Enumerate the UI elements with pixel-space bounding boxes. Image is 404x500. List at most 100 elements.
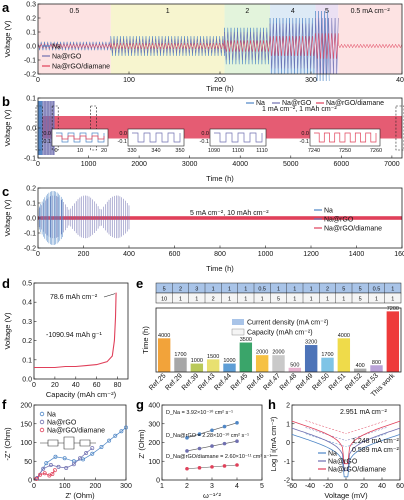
fit-line: [36, 447, 93, 479]
capacity-cell: 2: [212, 297, 215, 303]
bar-value-label: 2000: [272, 350, 284, 356]
data-point: [90, 446, 95, 451]
data-point: [210, 428, 214, 433]
data-point: [56, 464, 61, 469]
x-tick-label: -20: [323, 483, 333, 490]
panel-b-voltage-traces: [35, 101, 404, 155]
capacity-cell: 1: [195, 297, 198, 303]
x-tick-label: 400: [396, 77, 404, 84]
diamane-band: [38, 216, 402, 220]
category-label: Ref.29: [164, 372, 184, 392]
category-label: Ref.51: [328, 372, 348, 392]
panel-g-diffusion-na: D_Na = 3.92×10⁻¹⁰ cm² s⁻¹: [166, 409, 233, 416]
panel-f-nyquist-points: [34, 425, 128, 481]
y-tick-label: 0.2: [26, 186, 36, 193]
x-tick-label: 200: [89, 483, 101, 490]
data-point: [52, 468, 57, 473]
y-tick-label: 0.2: [22, 338, 32, 345]
panel-c-axes: 0 200 400 600 800 1000 1200 1400 1600 -0.2 -0.1 0.0…: [24, 186, 404, 259]
panel-d: 0 20 40 60 80 0.0 0.1 0.2 0.3 0.4 0.5 78.6 mAh cm⁻…: [3, 281, 129, 399]
x-tick-label: 400: [123, 251, 135, 258]
panel-c-ylabel: Voltage (V): [3, 199, 12, 237]
panel-a-xlabel: Time (h): [206, 84, 234, 93]
legend-diamane-label: Na@rGO/diamane: [47, 428, 105, 435]
panel-a-letter: a: [2, 0, 10, 15]
data-point: [41, 466, 46, 471]
y-tick-label: 0.3: [22, 319, 32, 326]
data-point: [185, 449, 189, 453]
current-density-cell: 2: [179, 287, 182, 293]
legend-rgo-label: Na@rGO: [324, 217, 354, 224]
fit-line: [36, 470, 56, 480]
category-label: Ref.52: [344, 372, 364, 392]
legend-na-label: Na: [52, 44, 61, 51]
panel-d-specific-capacity: -1090.94 mAh g⁻¹: [46, 332, 103, 339]
y-tick-label: 0.0: [26, 126, 36, 133]
bar-value-label: 3500: [240, 337, 252, 343]
capacity-cell: 1: [391, 297, 394, 303]
y-tick-label: 200: [20, 403, 32, 410]
tafel-extrapolation: [345, 427, 387, 441]
panel-a: 0.5 1 2 4 5 0.5 mA cm⁻² 0 100 200 300 400 -0.2 -0.1…: [3, 2, 404, 94]
capacity-cell: 1: [179, 297, 182, 303]
y-tick-label: 2: [286, 403, 290, 410]
capacity-curve: [34, 292, 117, 369]
legend-na-label: Na: [328, 451, 337, 458]
data-point: [197, 432, 202, 436]
panel-e-legend: Current density (mA cm⁻²) Capacity (mAh …: [231, 319, 329, 337]
y-tick-label: 0: [286, 440, 290, 447]
tafel-extrapolation: [305, 427, 347, 441]
inset-trace: [56, 135, 105, 140]
inset-x-tick: 1110: [256, 148, 267, 154]
data-point: [48, 463, 53, 467]
voltage-trace: [37, 33, 403, 59]
category-label: Ref.47: [262, 372, 282, 392]
x-tick-label: 100: [59, 483, 71, 490]
tafel-extrapolation: [345, 420, 387, 434]
inset-y-tick: 0.0: [301, 131, 309, 137]
legend-rgo-label: Na@rGO: [47, 420, 77, 427]
x-tick-label: 60: [93, 382, 101, 389]
bar: [337, 338, 351, 372]
y-tick-label: -0.1: [24, 58, 36, 65]
y-tick-label: 0: [156, 478, 160, 485]
bar: [190, 363, 204, 372]
panel-f-legend: Na Na@rGO Na@rGO/diamane: [39, 411, 105, 435]
x-tick-label: 4: [235, 483, 239, 490]
legend-rgo-label: Na@rGO: [328, 459, 358, 466]
data-point: [47, 473, 52, 478]
x-tick-label: 2: [185, 483, 189, 490]
legend-na-marker: [39, 411, 45, 417]
category-label: Ref.46: [246, 372, 266, 392]
capacity-cell: 5: [359, 297, 362, 303]
x-tick-label: 80: [114, 382, 122, 389]
y-tick-label: -0.1: [24, 231, 36, 238]
inset-x-tick: 1100: [232, 148, 244, 154]
y-tick-label: 1: [286, 421, 290, 428]
inset-y-tick: 0.0: [119, 131, 127, 137]
bar: [321, 357, 334, 372]
current-density-cell: 0.5: [373, 287, 381, 293]
y-tick-label: 0.2: [26, 16, 36, 23]
annotation-arrow: [103, 293, 116, 298]
inset-x-tick: 0: [54, 148, 57, 154]
panel-d-letter: d: [2, 276, 10, 291]
x-tick-label: 300: [305, 77, 317, 84]
y-tick-label: -0.2: [24, 72, 36, 79]
data-point: [124, 425, 128, 430]
current-density-cell: 0.5: [258, 287, 266, 293]
data-point: [50, 472, 55, 476]
current-density-cell: 1: [228, 287, 231, 293]
panel-b-axes: 0 1000 2000 3000 4000 5000 6000 7000 -0.1 0.0 0.1: [24, 96, 400, 169]
y-tick-label: 0.1: [26, 30, 36, 37]
inset-trace: [214, 132, 263, 143]
panel-h-legend: Na Na@rGO Na@rGO/diamane: [318, 451, 386, 474]
tafel-extrapolation: [305, 420, 347, 434]
rate-region: [38, 4, 111, 74]
legend-diamane-label: Na@rGO/diamane: [52, 64, 110, 71]
panel-b-ylabel: Voltage (V): [3, 109, 12, 147]
category-label: Ref.50: [311, 372, 331, 392]
inset-y-tick: -0.1: [200, 139, 209, 145]
y-tick-label: 0.0: [22, 377, 32, 384]
